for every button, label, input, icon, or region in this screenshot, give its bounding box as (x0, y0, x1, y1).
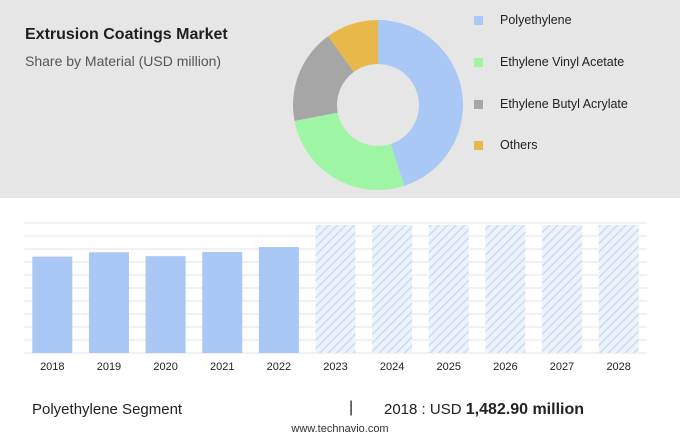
segment-value-prefix: 2018 : USD (384, 401, 466, 418)
bar-2020 (145, 256, 186, 353)
legend-item-ethylene-butyl-acrylate: Ethylene Butyl Acrylate (474, 94, 628, 114)
donut-slice-polyethylene (378, 20, 463, 186)
forecast-bar-2025 (428, 225, 469, 353)
legend-item-others: Others (474, 135, 538, 155)
donut-chart (293, 20, 463, 190)
legend-label: Ethylene Vinyl Acetate (500, 55, 625, 69)
x-tick-label: 2024 (380, 361, 404, 373)
legend-item-ethylene-vinyl-acetate: Ethylene Vinyl Acetate (474, 52, 624, 72)
legend-swatch (474, 15, 483, 25)
x-tick-label: 2027 (550, 361, 574, 373)
legend-swatch (474, 140, 483, 150)
legend-item-polyethylene: Polyethylene (474, 10, 572, 30)
forecast-bar-2023 (315, 225, 356, 353)
legend-label: Others (500, 138, 538, 152)
legend-label: Ethylene Butyl Acrylate (500, 97, 628, 111)
bar-2022 (258, 247, 299, 353)
forecast-bar-2027 (542, 225, 583, 353)
segment-value: 2018 : USD 1,482.90 million (384, 401, 584, 419)
segment-value-amount: 1,482.90 million (465, 401, 584, 418)
forecast-bar-2028 (598, 225, 639, 353)
segment-label: Polyethylene Segment (32, 401, 183, 418)
forecast-bar-2026 (485, 225, 526, 353)
x-tick-label: 2026 (493, 361, 517, 373)
legend-swatch (474, 57, 483, 67)
footer-separator: | (349, 399, 354, 416)
x-tick-label: 2019 (97, 361, 121, 373)
donut-slice-others (328, 20, 378, 72)
x-tick-label: 2021 (210, 361, 234, 373)
x-tick-label: 2018 (40, 361, 64, 373)
legend-swatch (474, 99, 483, 109)
source-link[interactable]: www.technavio.com (291, 423, 389, 435)
x-tick-label: 2028 (606, 361, 630, 373)
x-tick-label: 2022 (267, 361, 291, 373)
x-tick-label: 2023 (323, 361, 347, 373)
bar-2019 (88, 252, 129, 353)
donut-slice-ethylene-vinyl-acetate (294, 112, 405, 190)
x-tick-label: 2020 (153, 361, 177, 373)
forecast-bar-2024 (372, 225, 413, 353)
chart-subtitle: Share by Material (USD million) (25, 53, 222, 69)
bar-chart: 2018 2019 2020 2021 2022 2023 2024 2025 2026 2027… (24, 222, 647, 373)
donut-slice-ethylene-butyl-acrylate (293, 36, 354, 121)
legend-label: Polyethylene (500, 13, 572, 27)
x-tick-label: 2025 (437, 361, 461, 373)
bar-2018 (32, 256, 73, 353)
page-title: Extrusion Coatings Market (25, 26, 228, 43)
bar-2021 (202, 251, 243, 353)
